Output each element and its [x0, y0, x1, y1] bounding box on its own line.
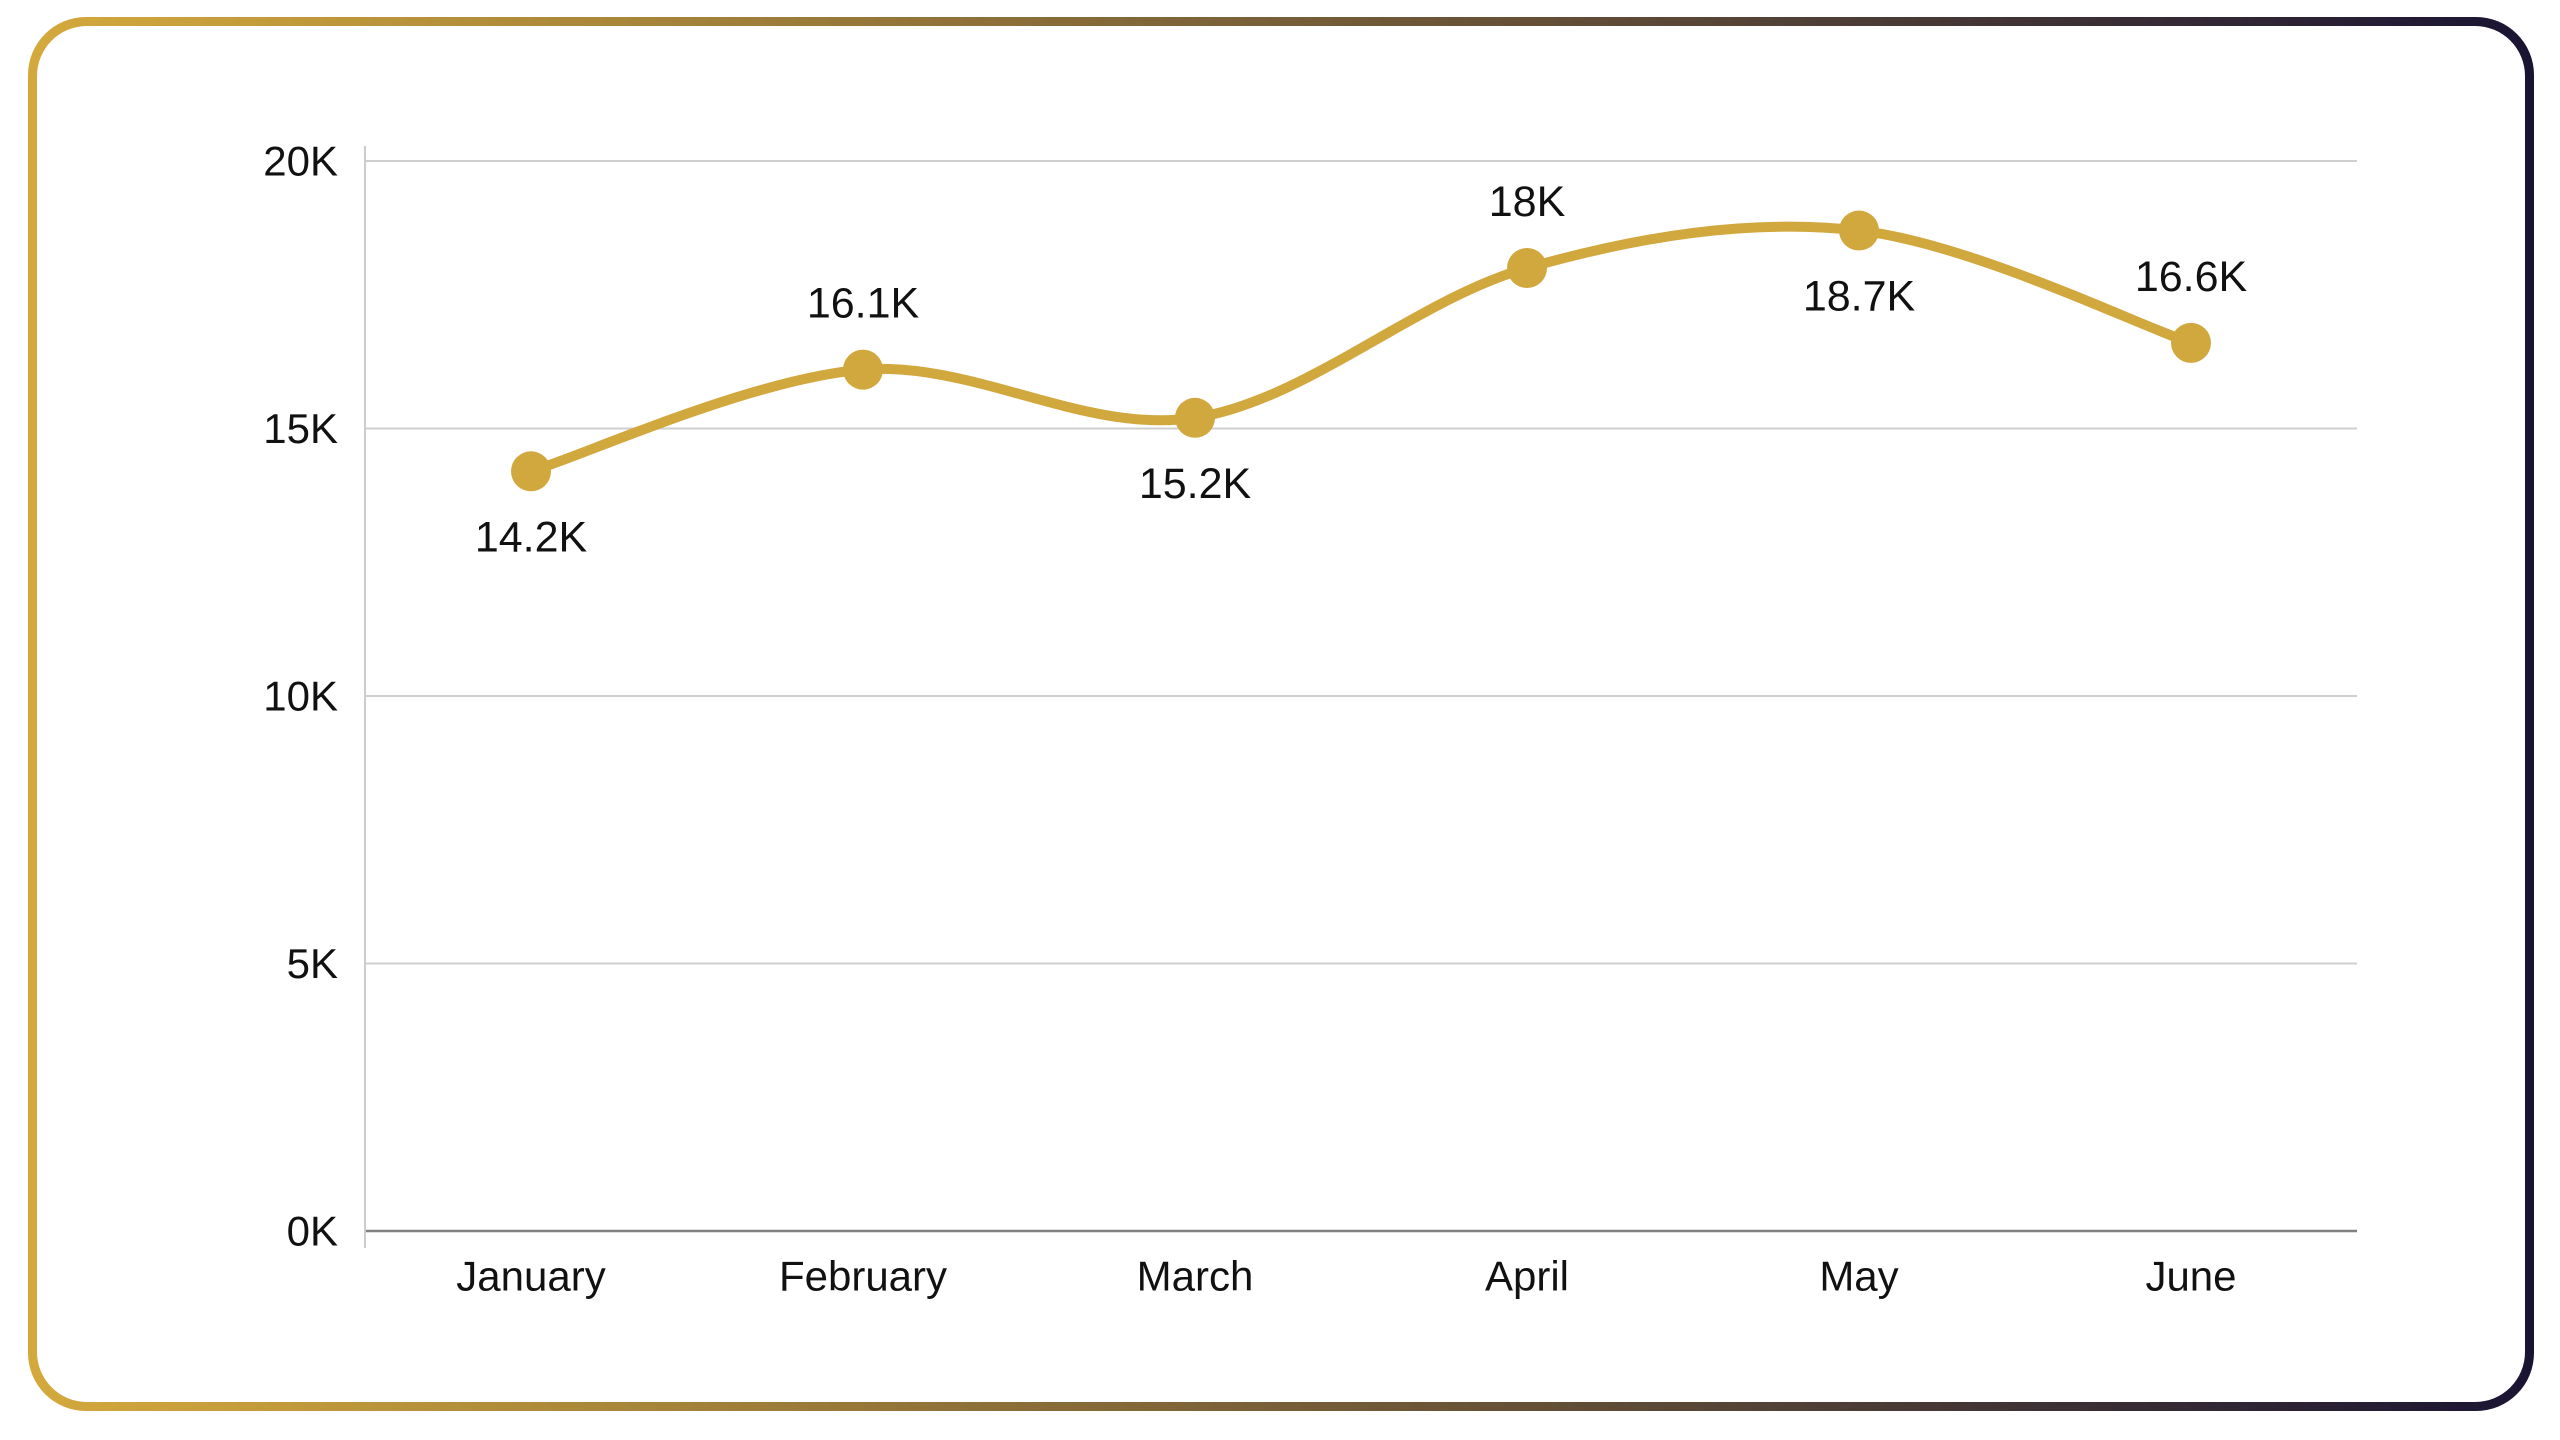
chart-card — [28, 17, 2534, 1411]
data-point-april — [1507, 248, 1547, 288]
data-point-june — [2171, 322, 2211, 363]
y-tick-label-5K: 5K — [287, 940, 338, 987]
data-label-february: 16.1K — [807, 280, 920, 328]
data-label-january: 14.2K — [475, 513, 588, 561]
data-point-february — [843, 349, 883, 390]
y-tick-label-10K: 10K — [263, 673, 338, 720]
data-point-march — [1175, 397, 1215, 438]
data-label-june: 16.6K — [2135, 253, 2248, 301]
chart-card-background — [37, 26, 2525, 1402]
y-tick-label-20K: 20K — [263, 138, 338, 185]
x-axis-label-march: March — [1137, 1253, 1254, 1300]
x-axis-label-june: June — [2145, 1253, 2236, 1300]
series-line — [526, 221, 2196, 477]
data-label-march: 15.2K — [1139, 460, 1252, 508]
x-axis-label-january: January — [456, 1253, 605, 1300]
x-axis-label-february: February — [779, 1253, 947, 1300]
data-point-may — [1839, 210, 1879, 251]
x-axis-label-april: April — [1485, 1253, 1569, 1300]
x-axis-label-may: May — [1819, 1253, 1898, 1300]
data-label-april: 18K — [1489, 178, 1566, 226]
data-point-january — [511, 451, 551, 492]
y-tick-label-0K: 0K — [287, 1208, 338, 1255]
data-label-may: 18.7K — [1803, 273, 1916, 321]
y-tick-label-15K: 15K — [263, 405, 338, 452]
